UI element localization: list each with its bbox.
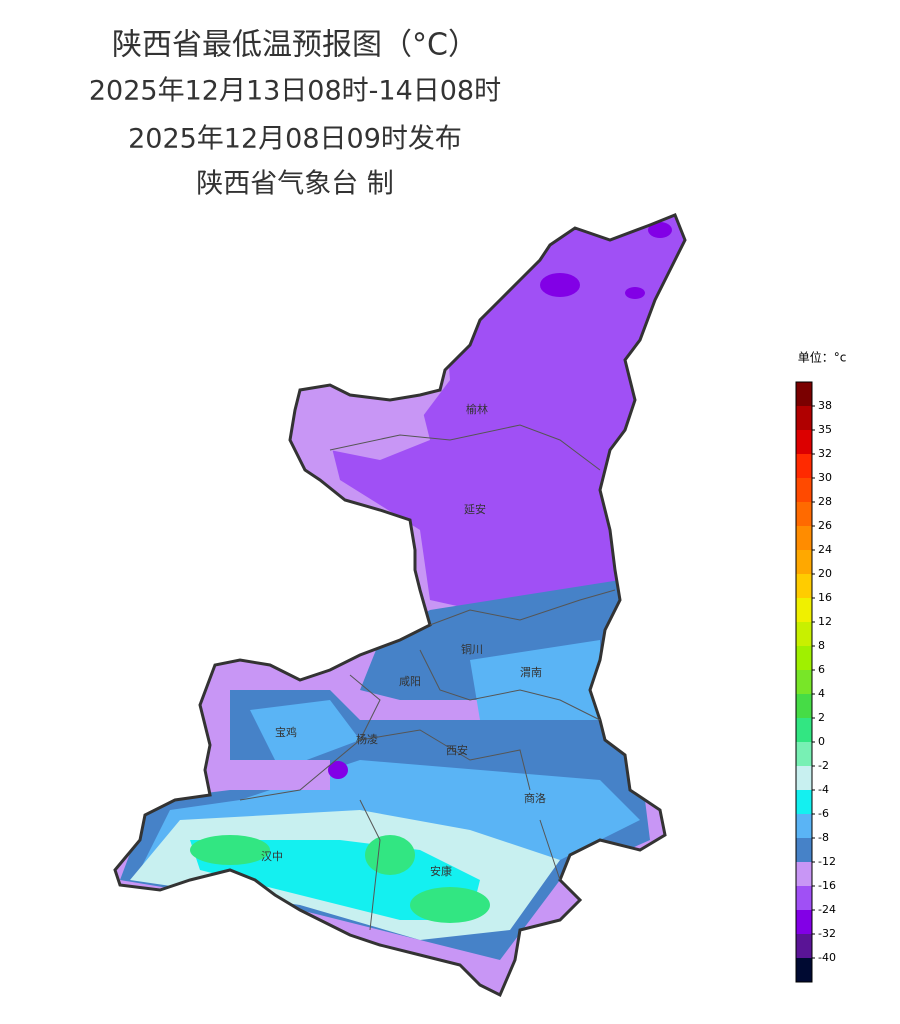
- legend-tick-label: -16: [818, 879, 836, 892]
- legend-swatch: [796, 406, 812, 430]
- legend-swatch: [796, 550, 812, 574]
- city-label: 榆林: [466, 402, 488, 416]
- legend-tick-label: -2: [818, 759, 829, 772]
- city-label: 铜川: [461, 642, 483, 656]
- legend-tick-label: 12: [818, 615, 832, 628]
- legend-tick-label: -24: [818, 903, 836, 916]
- city-label: 商洛: [524, 791, 546, 805]
- city-label: 渭南: [520, 666, 542, 679]
- legend-swatch: [796, 718, 812, 742]
- legend-tick-label: 38: [818, 399, 832, 412]
- legend-tick-label: 26: [818, 519, 832, 532]
- city-label: 延安: [464, 502, 486, 516]
- legend-swatch: [796, 598, 812, 622]
- legend-tick-label: 8: [818, 639, 825, 652]
- legend-tick-label: -8: [818, 831, 829, 844]
- legend-tick-label: -32: [818, 927, 836, 940]
- city-label: 宝鸡: [275, 725, 297, 739]
- city-borders: [239, 424, 616, 931]
- legend-swatch: [796, 862, 812, 886]
- city-label: 安康: [430, 864, 452, 878]
- legend-tick-label: -6: [818, 807, 829, 820]
- legend-swatch: [796, 670, 812, 694]
- legend-swatch: [796, 838, 812, 862]
- legend-tick-label: 32: [818, 447, 832, 460]
- legend-tick-label: 35: [818, 423, 832, 436]
- legend-unit: 单位：°c: [798, 350, 847, 365]
- legend-tick-label: -12: [818, 855, 836, 868]
- legend-tick-label: 28: [818, 495, 832, 508]
- legend-tick-label: 6: [818, 663, 825, 676]
- legend-swatch: [796, 742, 812, 766]
- legend-tick-label: -40: [818, 951, 836, 964]
- legend-swatch: [796, 622, 812, 646]
- legend-swatch: [796, 430, 812, 454]
- legend-tick-label: 4: [818, 687, 825, 700]
- legend-swatch: [796, 910, 812, 934]
- legend-swatch: [796, 766, 812, 790]
- agency: 陕西省气象台 制: [196, 169, 394, 200]
- legend-swatch: [796, 454, 812, 478]
- legend-swatch: [796, 646, 812, 670]
- legend-swatch: [796, 790, 812, 814]
- city-label: 西安: [446, 743, 468, 757]
- title: 陕西省最低温预报图（°C）: [112, 28, 478, 63]
- legend-tick-label: -4: [818, 783, 829, 796]
- city-label: 汉中: [261, 850, 283, 863]
- legend-tick-label: 20: [818, 567, 832, 580]
- issue-time: 2025年12月08日09时发布: [128, 124, 462, 155]
- legend-swatch: [796, 574, 812, 598]
- legend-swatch: [796, 382, 812, 406]
- legend-tick-label: 30: [818, 471, 832, 484]
- city-label: 杨凌: [356, 732, 378, 746]
- legend-tick-label: 0: [818, 735, 825, 748]
- legend-swatch: [796, 958, 812, 982]
- legend-swatch: [796, 886, 812, 910]
- city-label: 咸阳: [399, 675, 421, 688]
- legend-frame: [795, 381, 813, 983]
- legend-swatch: [796, 526, 812, 550]
- legend-swatch: [796, 934, 812, 958]
- legend-tick-label: 2: [818, 711, 825, 724]
- legend-tick-label: 16: [818, 591, 832, 604]
- legend-swatch: [796, 502, 812, 526]
- legend-tick-label: 24: [818, 543, 832, 556]
- legend-swatch: [796, 478, 812, 502]
- legend-swatch: [796, 814, 812, 838]
- valid-time: 2025年12月13日08时-14日08时: [89, 76, 501, 107]
- legend-swatch: [796, 694, 812, 718]
